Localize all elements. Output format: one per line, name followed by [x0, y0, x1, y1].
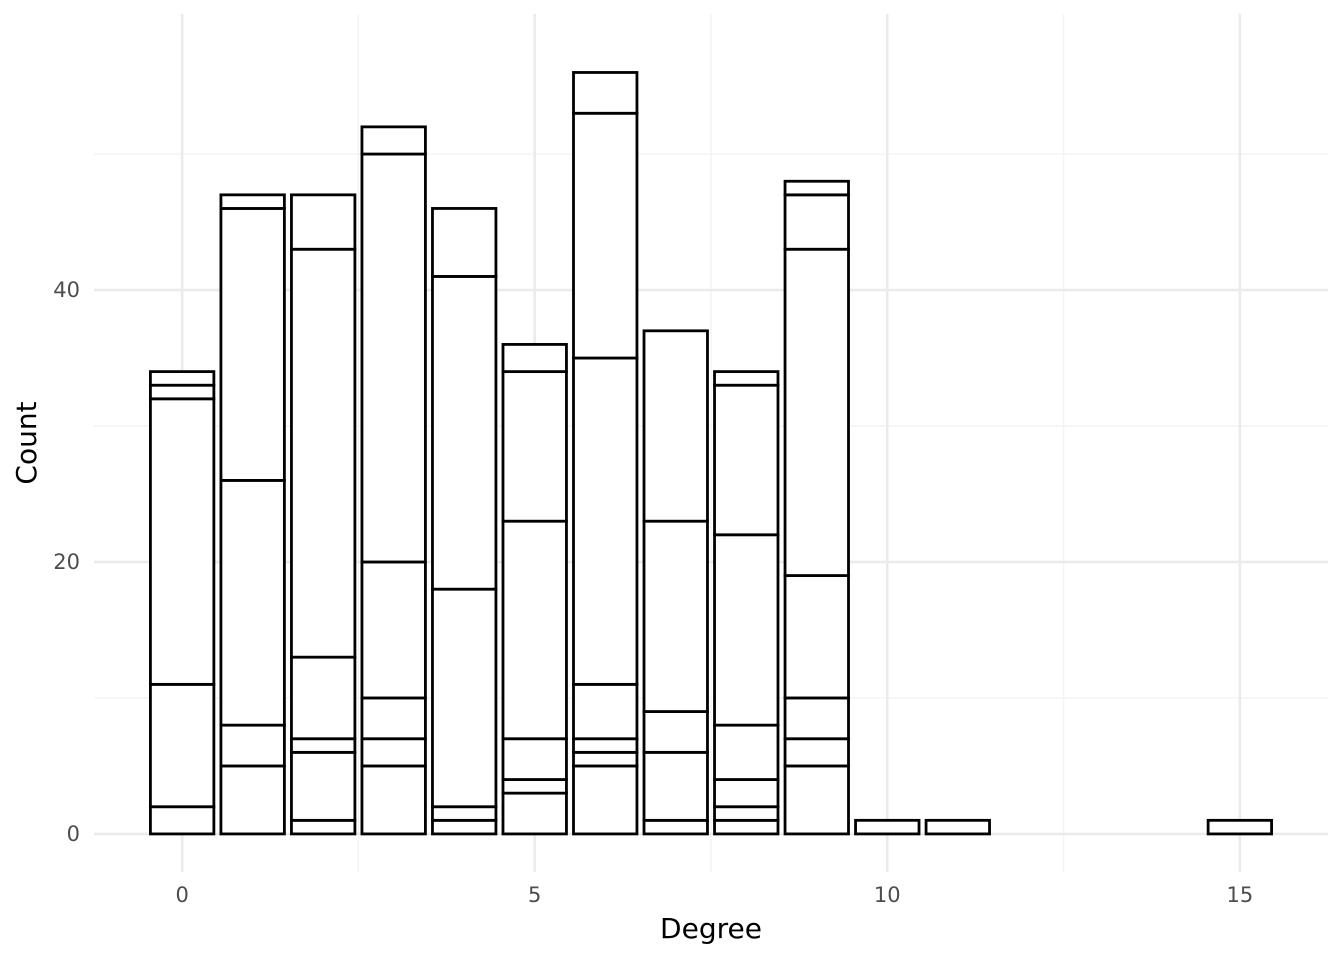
- x-tick-label: 0: [175, 883, 188, 907]
- bar-segment: [360, 764, 427, 836]
- x-axis-tick-labels: 0 5 10 15: [175, 883, 1253, 907]
- bar-stack-7: [642, 329, 709, 836]
- bar-segment: [642, 329, 709, 523]
- bar-stack-9: [783, 179, 850, 836]
- bar-stack-10: [854, 818, 921, 836]
- bar-stack-0: [149, 370, 216, 836]
- bar-segment: [642, 519, 709, 713]
- bar-segment: [360, 696, 427, 741]
- bar-segment: [713, 383, 780, 537]
- bar-stack-4: [431, 207, 498, 836]
- bar-segment: [431, 818, 498, 836]
- bar-segment: [431, 275, 498, 591]
- bar-stack-6: [572, 71, 639, 836]
- bar-segment: [360, 737, 427, 768]
- bar-segment: [431, 805, 498, 822]
- bar-segment: [501, 370, 568, 523]
- y-tick-label: 40: [53, 278, 80, 302]
- y-axis-tick-labels: 0 20 40: [53, 278, 80, 846]
- bar-segment: [572, 111, 639, 360]
- bar-segment: [501, 778, 568, 795]
- bar-stack-2: [290, 193, 357, 836]
- bar-segment: [572, 356, 639, 686]
- bar-segment: [642, 818, 709, 836]
- bar-segment: [149, 383, 216, 401]
- bar-segment: [501, 791, 568, 836]
- x-tick-label: 10: [874, 883, 901, 907]
- x-tick-label: 5: [528, 883, 541, 907]
- y-tick-label: 20: [53, 550, 80, 574]
- y-tick-label: 0: [67, 822, 80, 846]
- bar-segment: [219, 478, 286, 727]
- x-axis-title: Degree: [660, 912, 762, 945]
- bar-segment: [572, 737, 639, 754]
- bar-segment: [572, 71, 639, 115]
- bar-segment: [713, 805, 780, 822]
- bar-segment: [149, 805, 216, 836]
- bar-segment: [219, 193, 286, 210]
- bar-segment: [501, 737, 568, 781]
- bar-segment: [572, 764, 639, 836]
- bar-stack-8: [713, 370, 780, 836]
- bar-segment: [360, 560, 427, 700]
- bar-segment: [360, 125, 427, 156]
- bar-segment: [713, 723, 780, 781]
- bar-segment: [783, 574, 850, 700]
- bar-segment: [290, 737, 357, 754]
- bar-segment: [783, 193, 850, 251]
- bar-segment: [431, 587, 498, 809]
- bar-segment: [783, 179, 850, 197]
- bar-segment: [713, 818, 780, 836]
- bar-segment: [642, 750, 709, 822]
- bar-segment: [149, 370, 216, 387]
- x-tick-label: 15: [1226, 883, 1253, 907]
- bar-segment: [572, 682, 639, 741]
- bar-segment: [431, 207, 498, 278]
- bar-segment: [854, 818, 921, 836]
- bar-segment: [290, 193, 357, 251]
- bar-segment: [290, 247, 357, 659]
- bar-segment: [783, 764, 850, 836]
- bar-segment: [783, 247, 850, 577]
- bar-segment: [783, 737, 850, 768]
- bar-segment: [149, 397, 216, 686]
- bar-segment: [642, 710, 709, 754]
- bar-segment: [713, 778, 780, 809]
- bar-stack-15: [1206, 818, 1273, 836]
- bar-segment: [783, 696, 850, 741]
- bar-segment: [290, 750, 357, 822]
- bar-segment: [149, 682, 216, 809]
- bar-segment: [501, 519, 568, 741]
- bar-segment: [924, 818, 991, 836]
- bar-segment: [290, 655, 357, 741]
- bar-segment: [713, 370, 780, 387]
- bar-segment: [290, 818, 357, 836]
- bar-stack-11: [924, 818, 991, 836]
- stacked-bars: [149, 71, 1273, 836]
- bar-segment: [219, 764, 286, 836]
- bar-segment: [219, 723, 286, 768]
- bar-stack-5: [501, 343, 568, 836]
- bar-segment: [501, 343, 568, 374]
- bar-segment: [360, 152, 427, 564]
- bar-stack-1: [219, 193, 286, 836]
- y-axis-title: Count: [10, 401, 43, 484]
- bar-segment: [713, 533, 780, 727]
- bar-segment: [1206, 818, 1273, 836]
- bar-stack-3: [360, 125, 427, 836]
- bar-segment: [219, 207, 286, 482]
- bar-segment: [572, 750, 639, 768]
